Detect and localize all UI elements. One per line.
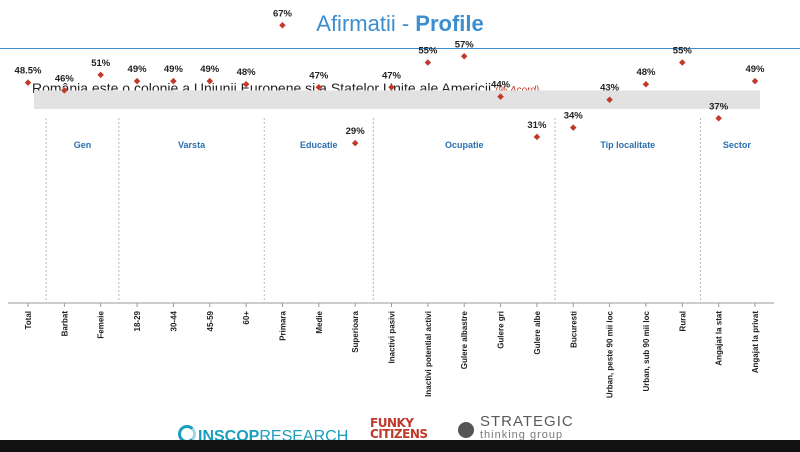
data-point: [24, 79, 32, 86]
data-point: [315, 84, 323, 91]
group-label: Ocupatie: [445, 140, 484, 150]
reference-band: [34, 90, 760, 109]
category-label: Femeie: [97, 310, 106, 338]
group-label: Varsta: [178, 140, 206, 150]
data-label: 57%: [455, 39, 475, 50]
data-point: [242, 80, 250, 88]
data-label: 49%: [128, 64, 148, 75]
data-label: 31%: [527, 120, 547, 131]
group-label: Sector: [723, 140, 752, 150]
footer-bar: [0, 440, 800, 452]
category-label: Bucuresti: [569, 311, 578, 348]
data-point: [206, 77, 214, 85]
strategic-logo-line-2: thinking group: [480, 429, 564, 441]
data-point: [279, 22, 286, 29]
data-label: 55%: [673, 46, 693, 57]
category-label: Inactivi pasivi: [388, 311, 397, 363]
data-point: [751, 77, 759, 85]
category-label: Primara: [278, 310, 287, 340]
category-label: Inactivi potential activi: [424, 311, 433, 397]
data-label: 51%: [91, 58, 111, 69]
data-point: [569, 124, 577, 131]
group-label: Gen: [74, 140, 92, 150]
funky-logo-line-1: FUNKY: [370, 416, 414, 430]
category-label: Rural: [678, 311, 687, 331]
category-label: Angajat la stat: [715, 311, 724, 366]
category-label: Barbat: [60, 311, 69, 337]
group-label: Educatie: [300, 140, 338, 150]
data-point: [606, 96, 613, 103]
category-label: Gulere albastre: [460, 310, 469, 369]
category-label: 45-59: [206, 310, 215, 331]
strategic-logo-icon: [458, 422, 474, 438]
title-part-1: Afirmatii -: [316, 11, 416, 36]
category-label: Superioara: [351, 310, 360, 352]
data-label: 49%: [164, 64, 184, 75]
data-label: 48%: [636, 67, 656, 78]
data-label: 43%: [600, 83, 620, 94]
funky-citizens-logo: FUNKY CITIZENS: [370, 416, 428, 441]
data-point: [642, 80, 650, 88]
data-point: [170, 77, 177, 85]
category-label: Angajat la privat: [751, 311, 760, 374]
data-point: [424, 59, 432, 66]
data-point: [460, 53, 468, 60]
data-point: [497, 93, 504, 100]
data-label: 55%: [418, 46, 438, 57]
category-label: Medie: [315, 310, 324, 333]
data-point: [715, 115, 722, 122]
category-label: 30-44: [169, 310, 178, 331]
category-label: Urban, sub 90 mii loc: [642, 310, 651, 391]
data-label: 47%: [382, 70, 402, 81]
category-label: Urban, peste 90 mii loc: [606, 310, 615, 398]
data-label: 49%: [200, 64, 220, 75]
group-label: Tip localitate: [600, 140, 655, 150]
data-point: [679, 59, 686, 66]
data-label: 49%: [745, 64, 765, 75]
page-title: Afirmatii - Profile: [0, 11, 800, 37]
category-label: 18-29: [133, 310, 142, 331]
category-label: 60+: [242, 311, 251, 325]
data-label: 48.5%: [15, 66, 42, 77]
data-label: 47%: [309, 70, 329, 81]
data-label: 34%: [564, 111, 584, 122]
category-label: Gulere albe: [533, 310, 542, 354]
chart-plot-area: Gen Varsta Educatie Ocupatie Tip localitate S…: [8, 8, 774, 398]
title-divider: [0, 48, 800, 49]
data-label: 67%: [273, 8, 293, 19]
category-label: Total: [24, 311, 33, 330]
data-point: [351, 139, 359, 147]
data-label: 46%: [55, 73, 75, 84]
funky-logo-line-2: CITIZENS: [370, 427, 428, 441]
title-part-2: Profile: [415, 11, 484, 36]
data-point: [388, 84, 395, 91]
data-label: 48%: [237, 67, 257, 78]
data-label: 37%: [709, 101, 729, 112]
data-point: [97, 71, 104, 79]
data-point: [533, 133, 541, 141]
data-label: 29%: [346, 126, 366, 137]
category-label: Gulere gri: [497, 311, 506, 349]
data-label: 44%: [491, 80, 511, 91]
strategic-logo-line-1: STRATEGIC: [480, 413, 574, 430]
data-point: [133, 77, 141, 85]
